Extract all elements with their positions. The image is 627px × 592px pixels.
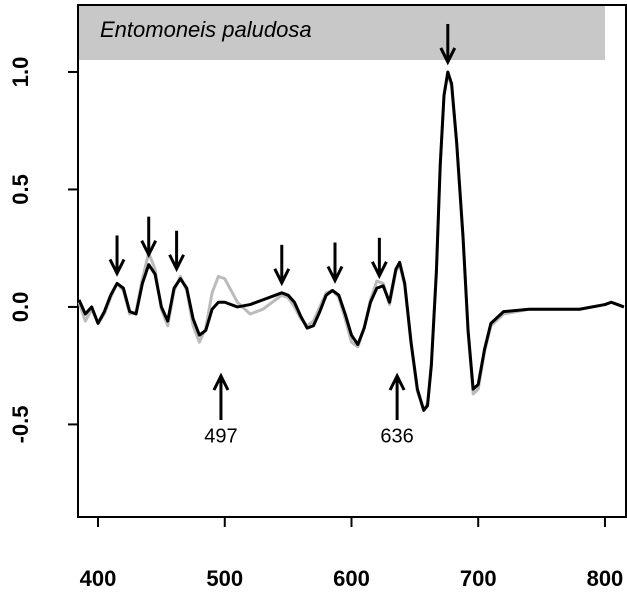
annotation-arrow-head: [212, 372, 230, 391]
peak-arrow-head: [371, 261, 388, 280]
annotation-arrow-head: [388, 372, 406, 391]
chart-title: Entomoneis paludosa: [100, 17, 312, 42]
y-tick-label: 0.0: [8, 292, 33, 323]
x-tick-label: 500: [206, 566, 243, 591]
series-line: [77, 72, 625, 412]
y-tick-label: 1.0: [8, 57, 33, 88]
y-tick-label: -0.5: [8, 405, 33, 443]
x-tick-label: 800: [587, 566, 624, 591]
peak-arrow-head: [168, 254, 185, 273]
plot-frame: [77, 4, 627, 518]
series-line: [77, 70, 625, 412]
peak-arrow-head: [140, 239, 158, 258]
peak-arrow-head: [108, 258, 126, 277]
y-tick-label: 0.5: [8, 174, 33, 205]
annotation-label: 636: [380, 425, 413, 447]
annotation-label: 497: [204, 425, 237, 447]
peak-arrow-head: [439, 47, 457, 66]
x-tick-label: 400: [80, 566, 117, 591]
peak-arrow-head: [273, 268, 291, 287]
peak-arrow-head: [326, 265, 344, 284]
x-tick-label: 700: [460, 566, 497, 591]
x-tick-label: 600: [333, 566, 370, 591]
title-band: [78, 5, 605, 60]
